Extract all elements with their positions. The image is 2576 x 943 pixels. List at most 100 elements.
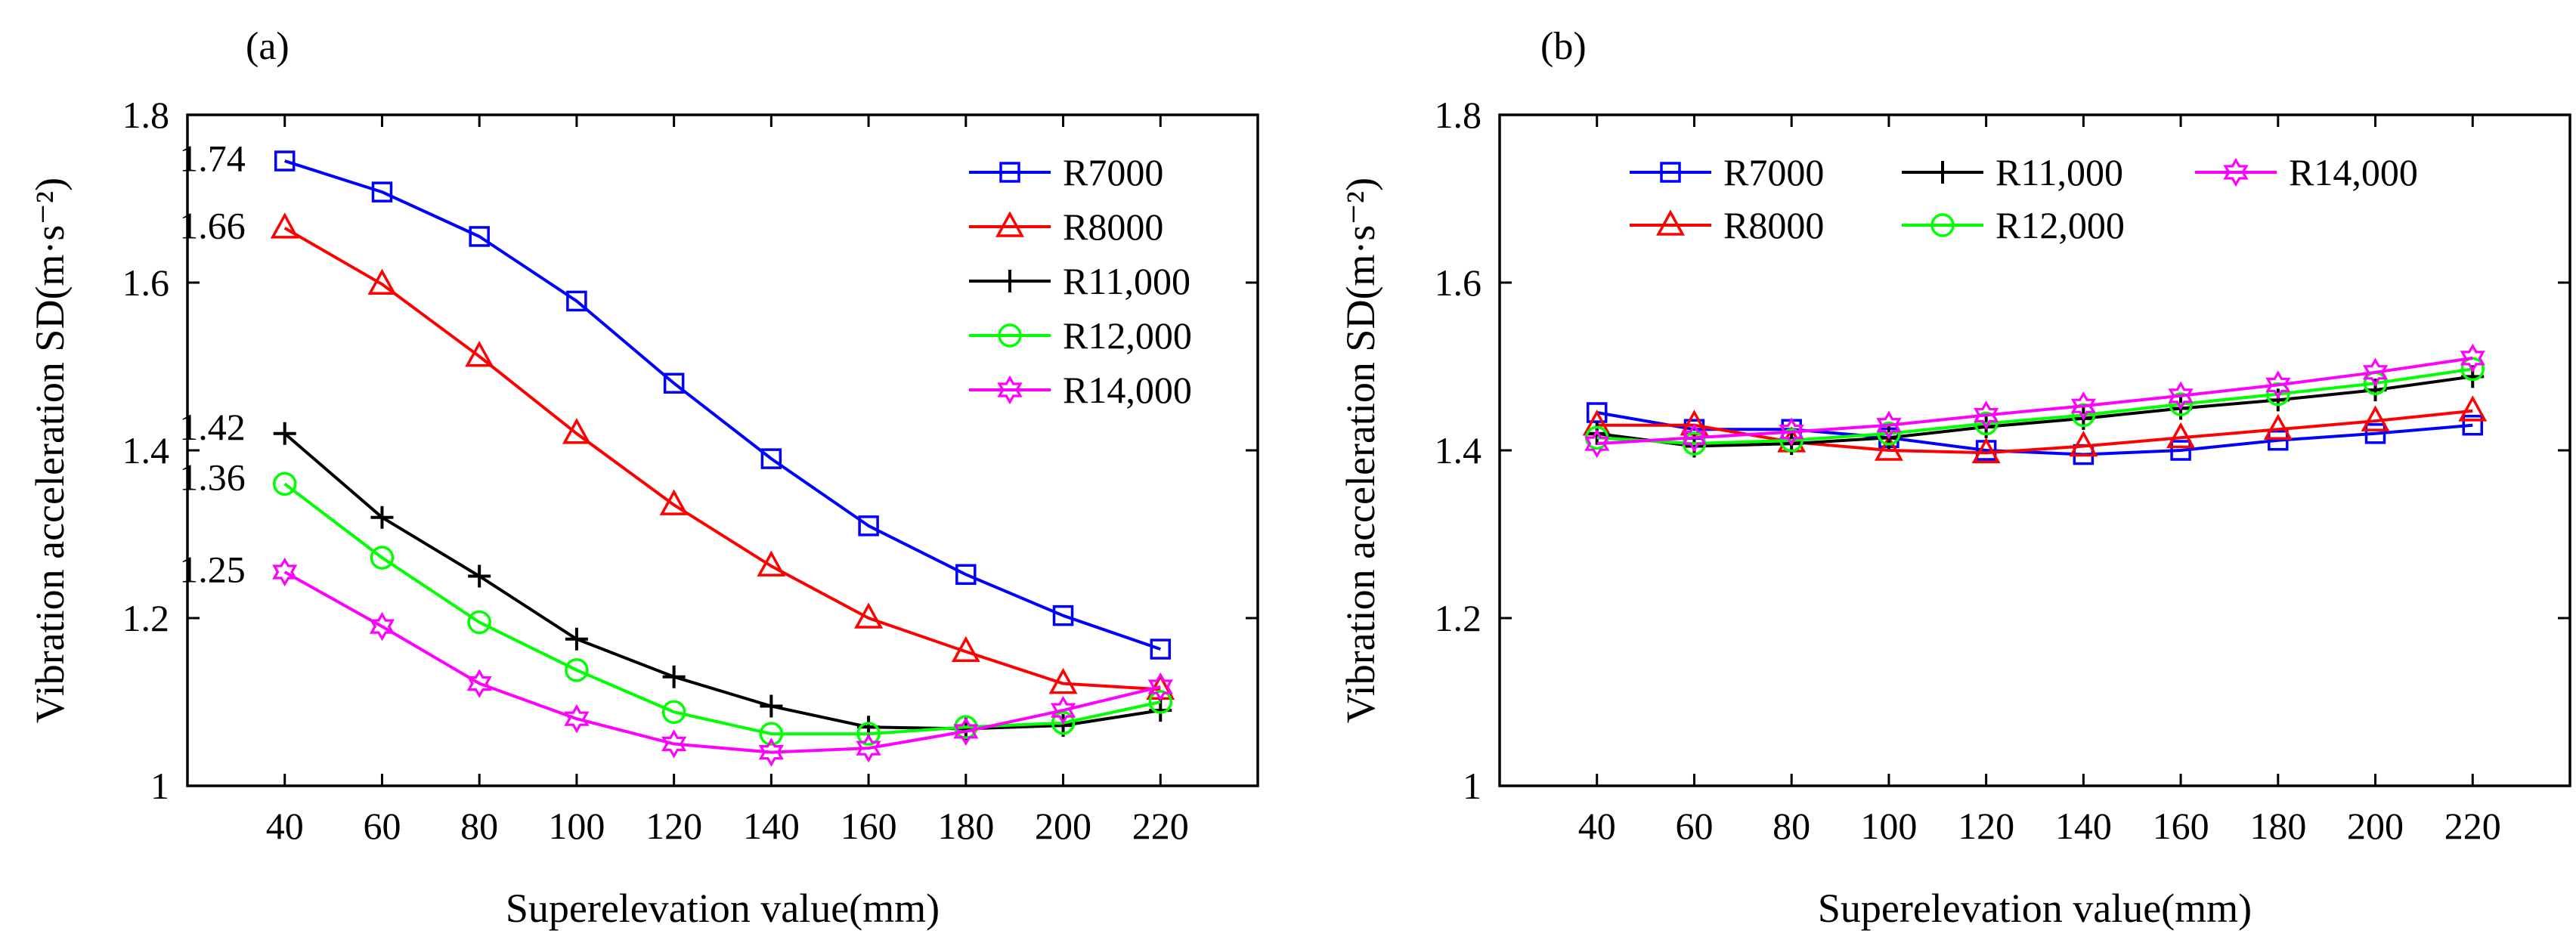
x-tick-label: 80 [460, 805, 498, 847]
x-tick-label: 60 [363, 805, 401, 847]
y-tick-label: 1.4 [1435, 429, 1482, 472]
legend-marker [1931, 161, 1954, 184]
data-point [760, 448, 782, 469]
x-tick-label: 160 [2153, 805, 2209, 847]
y-tick-label: 1.8 [122, 94, 170, 136]
legend-label: R14,000 [2289, 151, 2418, 193]
panel-a-plot-area [186, 113, 1259, 787]
y-tick-label: 1.8 [1435, 94, 1482, 136]
data-point [2263, 413, 2293, 440]
series-r7000 [274, 150, 1172, 660]
series-line [284, 159, 1161, 651]
panel-b-y-axis-label: Vibration acceleration SD(m·s⁻²) [1338, 178, 1383, 723]
series-r14000 [1584, 343, 2485, 459]
data-point [1974, 411, 1999, 436]
data-point [1148, 690, 1173, 714]
x-tick-label: 140 [743, 805, 800, 847]
x-tick-label: 220 [1132, 805, 1189, 847]
data-point [270, 212, 299, 239]
legend-marker [999, 162, 1020, 183]
y-tick-label: 1 [150, 765, 169, 807]
series-line [283, 227, 1161, 691]
series-r12000 [272, 472, 1173, 746]
panel-b-label: (b) [1540, 25, 1587, 68]
data-point [758, 737, 784, 767]
data-point [2362, 357, 2389, 387]
x-tick-label: 60 [1675, 805, 1713, 847]
data-point [367, 268, 397, 295]
data-label: 1.66 [179, 204, 246, 246]
data-point [273, 422, 296, 445]
panel-b-x-axis-label: Superelevation value(mm) [1818, 886, 2252, 931]
panel-a-label: (a) [246, 25, 289, 68]
chart-panel-b: (b) 1 1.2 1.4 1.6 1.8 40 60 80 100 120 140 160 180 2… [1338, 25, 2571, 931]
series-line [1596, 411, 2473, 456]
data-point [1147, 672, 1173, 702]
data-point [2268, 429, 2289, 451]
series-line [1596, 375, 2473, 448]
data-point [1584, 428, 1610, 459]
data-point [565, 627, 588, 651]
legend-marker [1660, 162, 1681, 183]
data-point [1971, 437, 2001, 464]
data-point [369, 611, 395, 642]
x-tick-label: 160 [841, 805, 897, 847]
legend-label: R8000 [1723, 204, 1824, 246]
data-point [2166, 422, 2196, 449]
data-point [2460, 343, 2485, 373]
legend-label: R11,000 [1995, 151, 2123, 193]
y-tick-label: 1.4 [122, 429, 170, 472]
data-point [466, 669, 492, 698]
panel-a-series [270, 150, 1175, 767]
data-point [1050, 695, 1076, 725]
panel-a-x-ticks: 40 60 80 100 120 140 160 180 200 220 [266, 115, 1189, 847]
legend-marker [1656, 209, 1685, 236]
data-point [1048, 667, 1078, 694]
panel-b-x-ticks: 40 60 80 100 120 140 160 180 200 220 [1578, 115, 2501, 847]
legend-label: R12,000 [1063, 314, 1192, 357]
data-point [370, 546, 395, 570]
series-line [1596, 356, 2473, 446]
y-tick-label: 1 [1463, 765, 1482, 807]
panel-a-annotations: 1.74 1.66 1.42 1.36 1.25 [179, 138, 246, 591]
data-point [854, 602, 884, 629]
x-tick-label: 100 [1860, 805, 1917, 847]
legend-marker [997, 375, 1023, 405]
legend-label: R12,000 [1995, 204, 2125, 246]
data-label: 1.25 [179, 549, 246, 591]
data-point [2069, 430, 2098, 457]
data-point [856, 733, 881, 763]
data-point [2364, 423, 2386, 444]
series-line [283, 570, 1161, 754]
series-r12000 [1584, 357, 2485, 456]
data-point [2265, 370, 2291, 400]
panel-a-legend: R7000 R8000 R11,000 R12,000 R14,000 [969, 151, 1192, 411]
series-line [283, 482, 1161, 736]
data-point [856, 722, 881, 746]
y-tick-label: 1.2 [122, 597, 170, 639]
data-point [2168, 381, 2194, 410]
data-point [1052, 604, 1074, 626]
x-tick-label: 200 [2347, 805, 2404, 847]
data-point [661, 729, 687, 759]
data-point [1779, 417, 1804, 447]
x-tick-label: 80 [1773, 805, 1810, 847]
legend-label: R7000 [1063, 151, 1163, 193]
data-point [468, 564, 491, 588]
x-tick-label: 200 [1035, 805, 1091, 847]
data-point [1874, 434, 1903, 461]
panel-b-series [1582, 343, 2488, 465]
x-tick-label: 40 [266, 805, 304, 847]
data-point [467, 610, 491, 635]
legend-marker [999, 270, 1021, 292]
data-point [370, 506, 394, 529]
data-point [659, 489, 689, 515]
x-tick-label: 100 [548, 805, 605, 847]
data-point [2070, 391, 2096, 421]
data-point [1974, 400, 1999, 430]
data-point [1876, 410, 1902, 440]
data-point [757, 550, 786, 577]
series-r14000 [272, 557, 1173, 767]
data-point [1877, 422, 1901, 446]
